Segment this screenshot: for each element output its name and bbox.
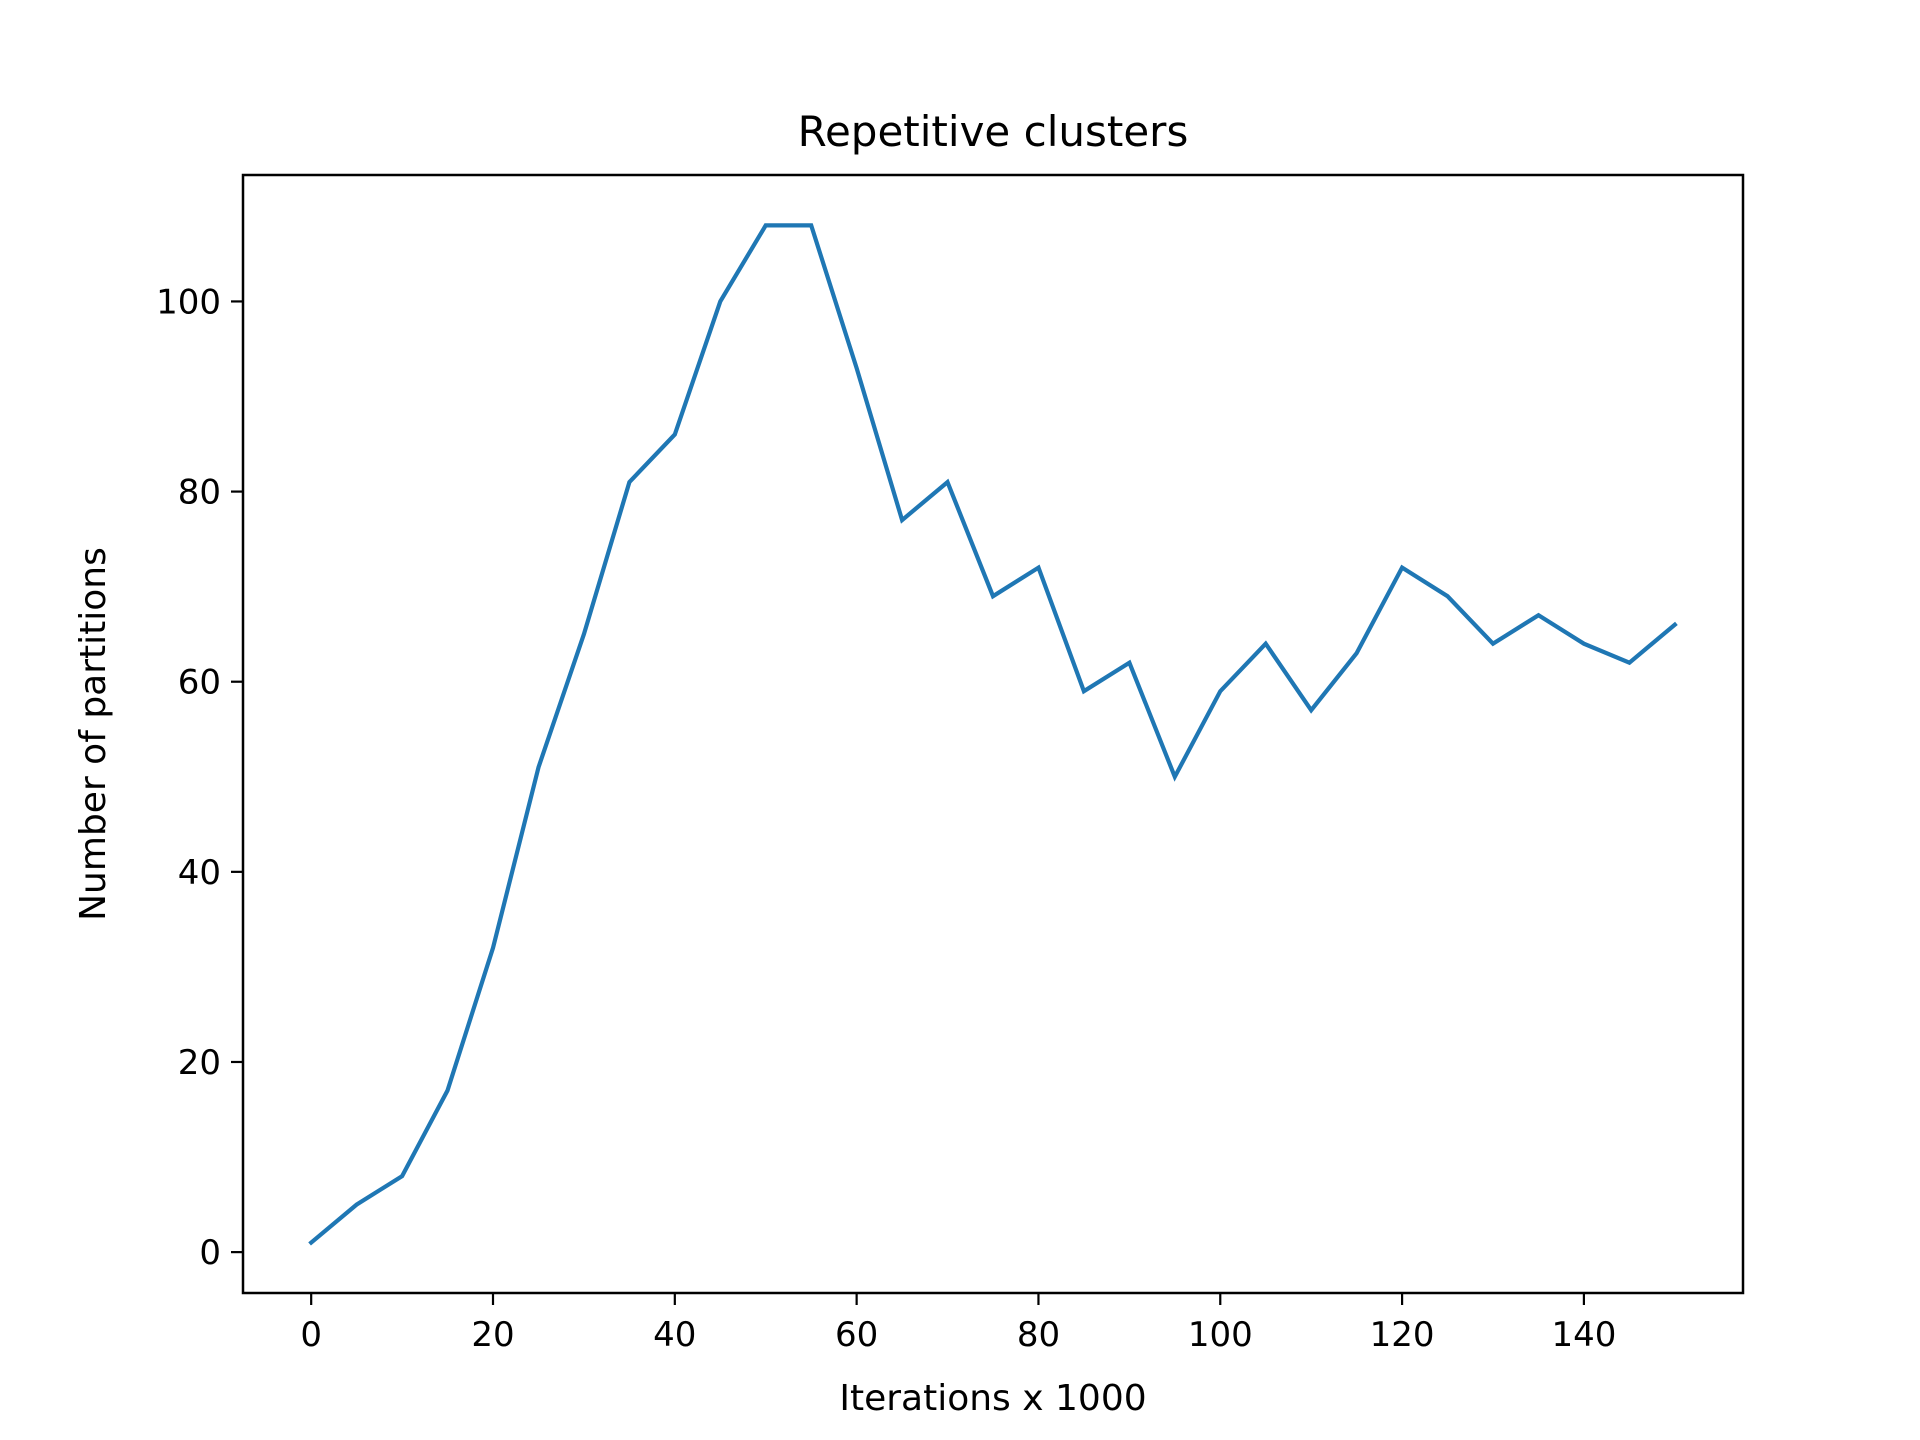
x-tick-label: 20 (471, 1315, 514, 1355)
chart-title: Repetitive clusters (798, 107, 1189, 156)
x-axis-label: Iterations x 1000 (839, 1378, 1146, 1419)
y-tick-label: 0 (199, 1233, 221, 1273)
x-tick-label: 0 (300, 1315, 322, 1355)
y-tick-label: 40 (178, 853, 221, 893)
y-tick-label: 100 (156, 282, 221, 322)
x-tick-label: 120 (1370, 1315, 1435, 1355)
y-tick-label: 60 (178, 663, 221, 703)
x-tick-label: 140 (1551, 1315, 1616, 1355)
y-axis-label: Number of partitions (73, 547, 114, 921)
x-axis-ticks: 0 20 40 60 80 100 120 140 (300, 1293, 1616, 1355)
y-tick-label: 20 (178, 1043, 221, 1083)
y-axis-ticks: 0 20 40 60 80 100 (156, 282, 243, 1273)
series-line (308, 223, 1678, 1246)
x-tick-label: 80 (1017, 1315, 1060, 1355)
x-tick-label: 100 (1188, 1315, 1253, 1355)
x-tick-label: 60 (835, 1315, 878, 1355)
y-tick-label: 80 (178, 473, 221, 513)
x-tick-label: 40 (653, 1315, 696, 1355)
plot-frame (241, 173, 1745, 1295)
plot-area (308, 223, 1678, 1246)
